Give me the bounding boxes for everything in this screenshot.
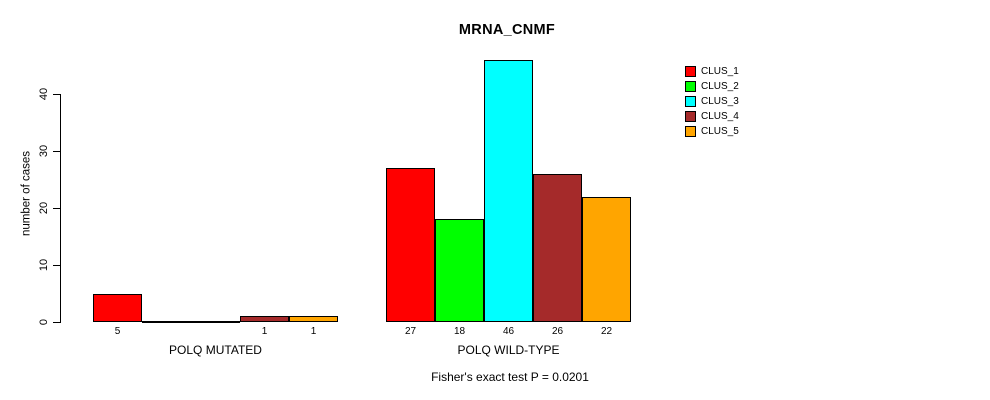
legend-label-clus_4: CLUS_4 (701, 111, 739, 122)
bar-clus_4 (533, 173, 582, 322)
legend-swatch-clus_2 (685, 81, 696, 92)
legend-swatch-clus_3 (685, 96, 696, 107)
legend-label-clus_2: CLUS_2 (701, 81, 739, 92)
y-axis-tick (53, 265, 60, 266)
bar-clus_1 (93, 293, 142, 322)
legend-swatch-clus_5 (685, 126, 696, 137)
bar-clus_3-zero (191, 321, 240, 323)
y-axis-line (60, 94, 61, 323)
x-group-label: POLQ MUTATED (169, 343, 262, 357)
bar-clus_2 (435, 219, 484, 322)
y-axis-tick (53, 208, 60, 209)
legend-label-clus_5: CLUS_5 (701, 126, 739, 137)
bar-clus_1 (386, 168, 435, 322)
bar-value-label: 46 (502, 326, 515, 337)
bar-clus_5 (289, 316, 338, 322)
legend-label-clus_3: CLUS_3 (701, 96, 739, 107)
legend-label-clus_1: CLUS_1 (701, 66, 739, 77)
y-axis-tick (53, 94, 60, 95)
chart-title: MRNA_CNMF (458, 22, 556, 38)
legend-swatch-clus_1 (685, 66, 696, 77)
bar-clus_3 (484, 59, 533, 322)
legend-swatch-clus_4 (685, 111, 696, 122)
y-axis-tick (53, 151, 60, 152)
bar-clus_2-zero (142, 321, 191, 323)
bar-value-label: 5 (114, 326, 121, 337)
bar-value-label: 27 (404, 326, 417, 337)
bar-value-label: 18 (453, 326, 466, 337)
bar-value-label: 1 (310, 326, 317, 337)
bar-value-label: 1 (261, 326, 268, 337)
bar-value-label: 22 (600, 326, 613, 337)
bar-clus_4 (240, 316, 289, 322)
bar-value-label: 26 (551, 326, 564, 337)
fisher-test-annotation: Fisher's exact test P = 0.0201 (431, 370, 589, 384)
y-axis-tick (53, 322, 60, 323)
bar-clus_5 (582, 196, 631, 322)
x-group-label: POLQ WILD-TYPE (457, 343, 560, 357)
